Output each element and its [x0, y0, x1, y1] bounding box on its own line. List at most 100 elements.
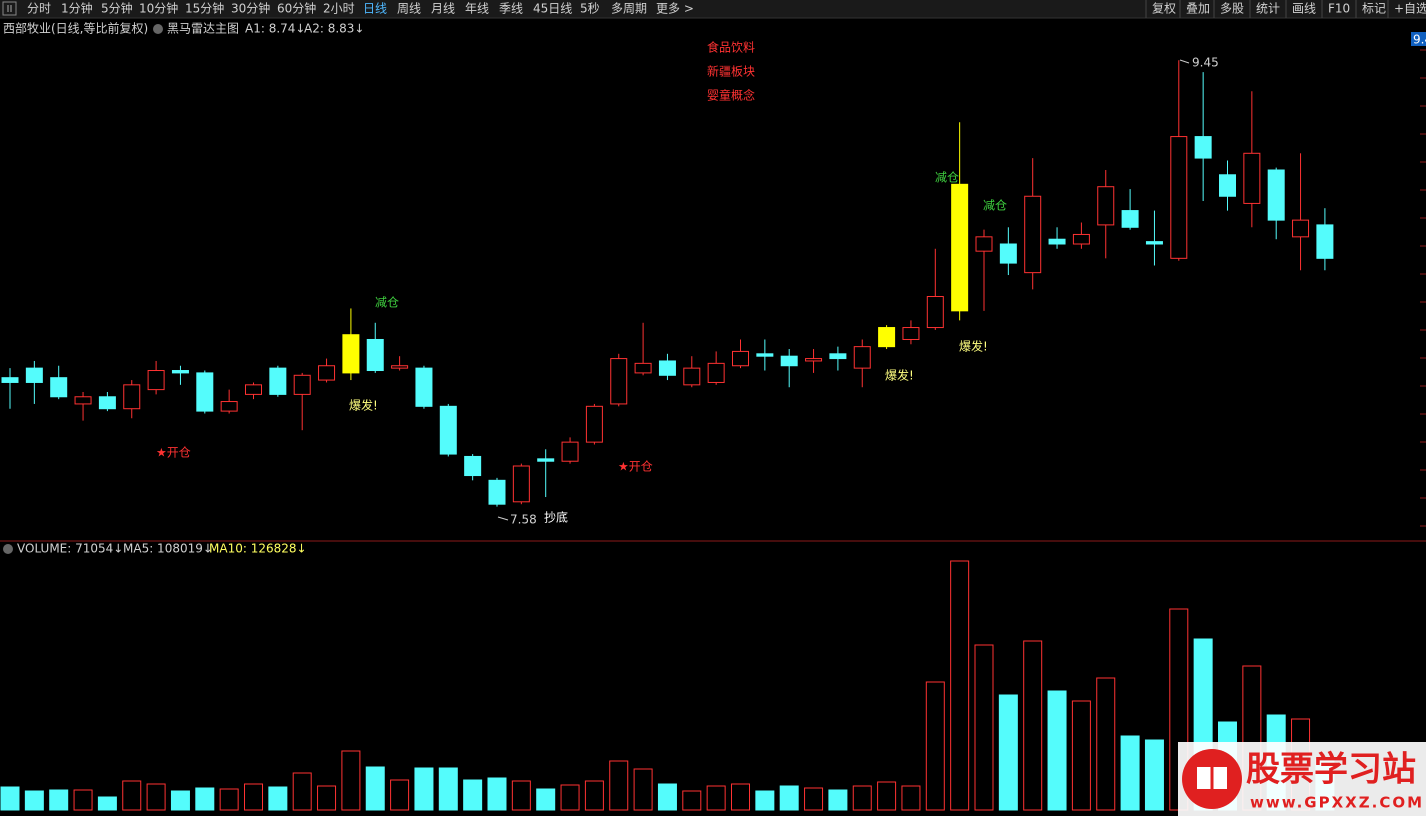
volume-bar [1120, 735, 1140, 811]
concept: 新疆板块 [707, 64, 755, 79]
volume-bar [657, 783, 677, 811]
signal-burst: 爆发! [349, 398, 378, 413]
toolbar [0, 0, 1426, 18]
tool-button[interactable]: 画线 [1292, 2, 1316, 16]
period-tab[interactable]: 45日线 [533, 2, 572, 16]
volume-bar [584, 780, 604, 811]
candle-body [561, 441, 579, 462]
volume-bar [244, 783, 263, 811]
volume-bar [779, 785, 799, 811]
candle-body [780, 355, 798, 367]
volume-bar [925, 681, 945, 811]
period-tab[interactable]: 5秒 [580, 2, 600, 16]
candle-body [1048, 238, 1066, 245]
candle-body [878, 327, 896, 348]
period-tab[interactable]: 5分钟 [101, 1, 133, 16]
volume-bar [170, 790, 190, 811]
candle-body [488, 479, 506, 505]
candle-body [975, 236, 993, 252]
volume-bar [511, 780, 531, 811]
period-tab[interactable]: 10分钟 [139, 1, 178, 16]
candle-body [1243, 152, 1261, 204]
tool-button[interactable]: 统计 [1256, 2, 1280, 16]
volume-bar [463, 779, 483, 811]
candle-body [1194, 136, 1212, 159]
candle-body [50, 377, 68, 398]
volume-bar [998, 694, 1018, 811]
candle-body [220, 401, 238, 412]
tool-button[interactable]: 多股 [1220, 2, 1244, 16]
candle-body [999, 243, 1017, 264]
volume-bar [682, 790, 702, 811]
period-tab[interactable]: 60分钟 [277, 1, 316, 16]
candle-body [391, 365, 409, 369]
volume-bar [1071, 700, 1091, 811]
period-tab[interactable]: 多周期 [611, 2, 647, 16]
candle-body [512, 465, 530, 503]
period-tab[interactable]: 周线 [397, 2, 421, 16]
axis-tag: 9.4 [1413, 33, 1426, 47]
period-tab[interactable]: 15分钟 [185, 1, 224, 16]
volume-bar [536, 788, 556, 811]
period-tab[interactable]: 月线 [431, 2, 455, 16]
volume-bar [1144, 739, 1164, 811]
candle-body [1267, 169, 1285, 221]
volume-bar [560, 784, 580, 811]
candle-body [1024, 195, 1042, 274]
period-tab[interactable]: 30分钟 [231, 1, 270, 16]
volume-ma5: MA5: 108019↓ [123, 542, 213, 556]
candle-body [805, 358, 823, 362]
high-arrow [1179, 59, 1190, 64]
volume-value: VOLUME: 71054↓ [17, 542, 123, 556]
candle-body [1, 377, 19, 383]
tool-button[interactable]: +自选 [1394, 2, 1426, 16]
candle-body [269, 367, 287, 395]
tool-button[interactable]: 复权 [1152, 2, 1176, 16]
period-tab[interactable]: 分时 [27, 2, 51, 16]
volume-bar [317, 785, 337, 811]
volume-bar [1096, 677, 1116, 811]
volume-toggle[interactable] [3, 544, 13, 554]
volume-bar [804, 787, 824, 811]
tool-button[interactable]: 叠加 [1186, 2, 1210, 16]
volume-bar [901, 785, 921, 811]
period-tab[interactable]: 季线 [499, 2, 523, 16]
candle-body [585, 405, 603, 443]
candle-body [658, 360, 676, 376]
candle-body [610, 358, 628, 405]
volume-bar [195, 787, 215, 811]
indicator-toggle[interactable] [153, 24, 163, 34]
signal-burst: 爆发! [959, 339, 988, 354]
tool-button[interactable]: F10 [1328, 2, 1350, 16]
candle-body [853, 346, 871, 369]
volume-bar [219, 788, 239, 811]
volume-bar [122, 780, 142, 811]
watermark-url: www.GPXXZ.COM [1250, 794, 1424, 812]
volume-bar [731, 783, 750, 811]
candle-body [537, 458, 555, 462]
candle-body [1145, 241, 1163, 245]
candle-body [926, 296, 944, 329]
volume-bar [438, 767, 458, 811]
candle-body [756, 353, 774, 357]
volume-bar [0, 786, 20, 811]
tool-button[interactable]: 标记 [1362, 2, 1386, 16]
candle-body [1170, 136, 1188, 259]
low-arrow [497, 516, 509, 521]
volume-ma10: MA10: 126828↓ [209, 542, 307, 556]
volume-bar [974, 644, 994, 811]
signal-reduce: 减仓 [935, 171, 959, 185]
volume-bar [950, 560, 970, 811]
candle-body [245, 384, 262, 395]
volume-bar [390, 779, 410, 811]
volume-bar [877, 781, 897, 811]
volume-bar [633, 768, 653, 811]
candle-body [415, 367, 433, 407]
period-tab[interactable]: 更多 > [656, 2, 694, 16]
period-tab[interactable]: 年线 [465, 2, 489, 16]
period-tab[interactable]: 1分钟 [61, 1, 93, 16]
menu-icon[interactable] [2, 1, 17, 16]
candle-body [1292, 219, 1310, 238]
period-tab[interactable]: 日线 [363, 2, 387, 16]
period-tab[interactable]: 2小时 [323, 2, 355, 16]
